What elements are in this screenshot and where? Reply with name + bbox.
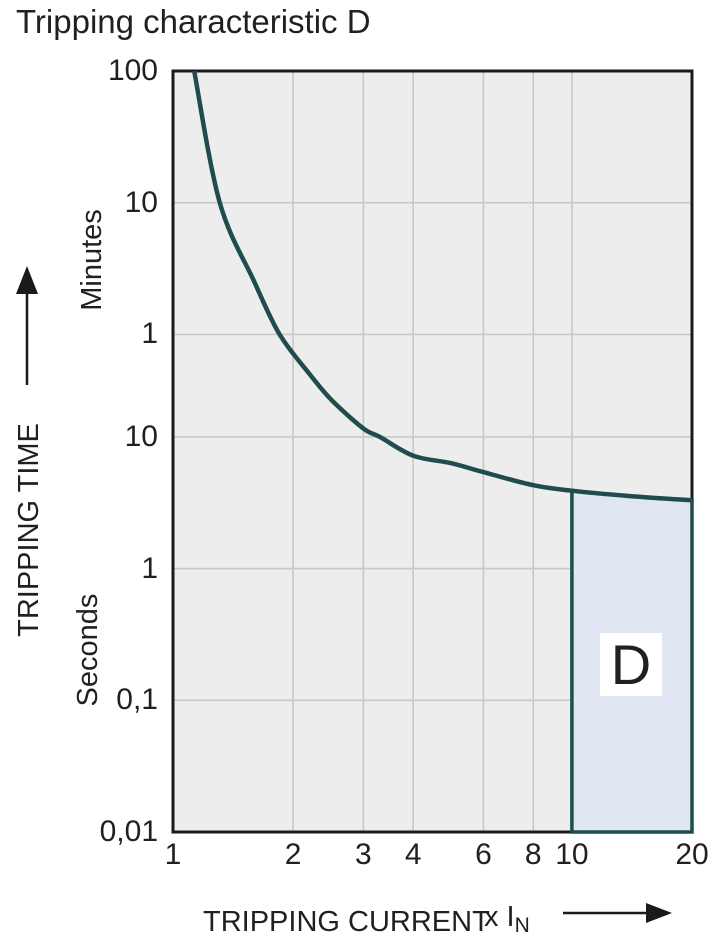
x-axis-arrow-head — [646, 903, 672, 923]
tripping-curve — [191, 70, 693, 503]
y-tick-label: 10 — [124, 185, 158, 219]
x-axis-label: TRIPPING CURRENT — [203, 906, 490, 938]
x-tick-label: 2 — [284, 838, 302, 871]
d-region-label: D — [600, 633, 662, 696]
x-axis-unit: x IN — [484, 901, 530, 942]
x-axis-unit-text: x I — [484, 901, 515, 933]
x-tick-label: 8 — [524, 838, 542, 871]
x-tick-label: 20 — [675, 838, 709, 871]
chart-title: Tripping characteristic D — [16, 3, 371, 40]
y-tick-label: 1 — [141, 317, 158, 351]
y-tick-label: 100 — [107, 54, 158, 87]
y-axis-arrow-head — [16, 266, 38, 294]
x-tick-label: 1 — [164, 838, 182, 871]
x-tick-label: 4 — [404, 838, 422, 871]
x-axis-unit-subscript: N — [514, 914, 530, 937]
x-tick-label: 3 — [354, 838, 372, 871]
y-tick-label: 0,1 — [116, 683, 158, 717]
y-tick-label: 1 — [141, 551, 158, 585]
plot-border — [171, 69, 694, 834]
x-tick-label: 10 — [555, 838, 589, 871]
y-tick-label: 10 — [124, 419, 158, 453]
x-tick-label: 6 — [475, 838, 492, 871]
y-tick-label: 0,01 — [99, 815, 158, 848]
